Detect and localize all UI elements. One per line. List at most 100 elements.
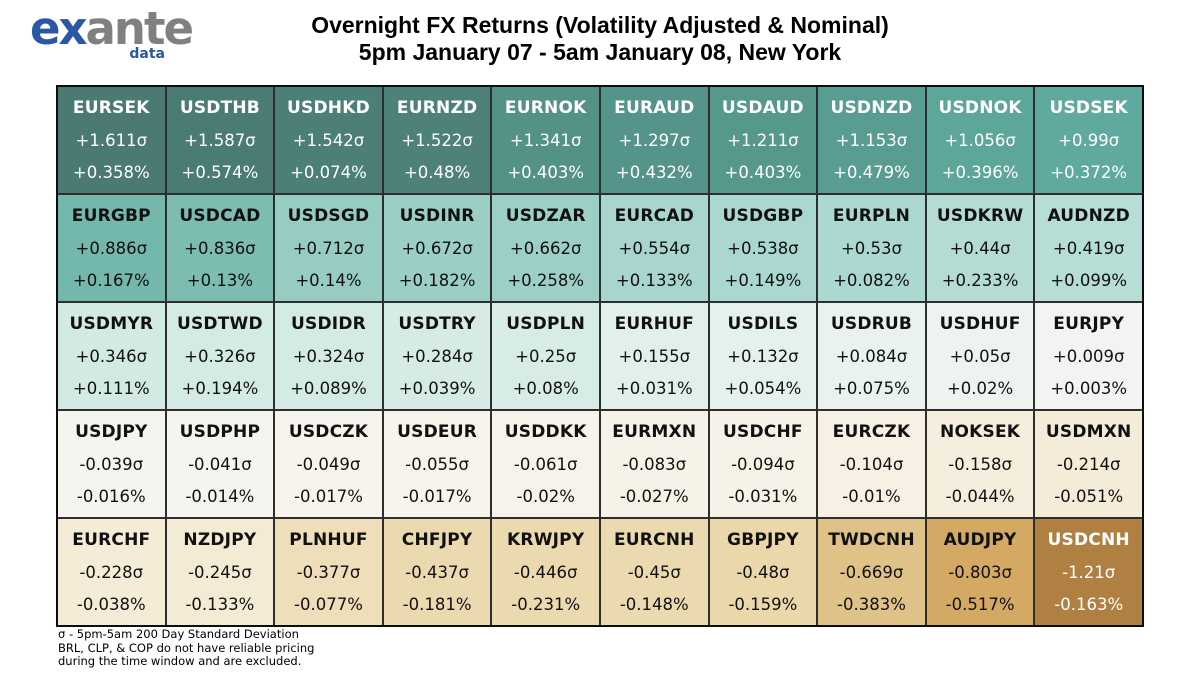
fx-pair-label: USDMXN	[1045, 422, 1132, 442]
fx-value: +1.211σ	[727, 131, 799, 150]
fx-pair-label: USDSEK	[1049, 98, 1128, 118]
fx-cell-usdidr: USDIDR +0.324σ +0.089%	[275, 303, 382, 409]
fx-value: -0.051%	[1054, 487, 1124, 506]
fx-value: -0.061σ	[513, 455, 578, 474]
fx-value: +0.182%	[398, 271, 476, 290]
fx-value: +1.542σ	[292, 131, 365, 150]
fx-cell-eurcad: EURCAD +0.554σ +0.133%	[600, 195, 708, 301]
fx-cell-eurczk: EURCZK -0.104σ -0.01%	[818, 411, 925, 517]
fx-cell-eurchf: EURCHF -0.228σ -0.038%	[58, 519, 165, 625]
fx-value: -0.02%	[516, 487, 575, 506]
fx-pair-label: NOKSEK	[940, 422, 1021, 442]
fx-pair-label: EURPLN	[832, 206, 911, 226]
fx-cell-krwjpy: KRWJPY -0.446σ -0.231%	[492, 519, 599, 625]
fx-value: +0.167%	[72, 271, 150, 290]
fx-pair-label: USDCHF	[723, 422, 803, 442]
fx-cell-usdmyr: USDMYR +0.346σ +0.111%	[58, 303, 165, 409]
fx-value: +0.25σ	[515, 347, 577, 366]
fx-value: +0.149%	[724, 271, 802, 290]
fx-value: +0.284σ	[401, 347, 473, 366]
fx-value: +1.297σ	[618, 131, 691, 150]
fx-value: +0.075%	[833, 379, 910, 398]
fx-pair-label: USDMYR	[69, 314, 154, 334]
fx-cell-eurmxn: EURMXN -0.083σ -0.027%	[600, 411, 708, 517]
fx-pair-label: EURCZK	[832, 422, 911, 442]
fx-value: +0.403%	[724, 163, 802, 182]
fx-value: +0.089%	[290, 379, 367, 398]
fx-value: +0.133%	[615, 271, 693, 290]
fx-value: +0.836σ	[184, 239, 256, 258]
fx-pair-label: EURHUF	[614, 314, 694, 334]
fx-value: +0.074%	[290, 163, 367, 182]
fx-value: +0.039%	[398, 379, 476, 398]
fx-value: +0.672σ	[401, 239, 473, 258]
fx-value: -0.377σ	[296, 563, 361, 582]
fx-pair-label: USDEUR	[397, 422, 478, 442]
fx-value: -0.159%	[728, 595, 798, 614]
fx-value: +0.396%	[941, 163, 1019, 182]
fx-cell-usdeur: USDEUR -0.055σ -0.017%	[383, 411, 491, 517]
fx-pair-label: PLNHUF	[289, 530, 368, 550]
footnote: σ - 5pm-5am 200 Day Standard Deviation B…	[58, 627, 315, 669]
fx-cell-usdsek: USDSEK +0.99σ +0.372%	[1035, 87, 1142, 193]
logo-data-sub: data	[129, 46, 165, 62]
fx-cell-usdjpy: USDJPY -0.039σ -0.016%	[58, 411, 165, 517]
fx-value: -0.077%	[294, 595, 363, 614]
fx-value: +0.111%	[72, 379, 150, 398]
fx-pair-label: EURCNH	[613, 530, 695, 550]
fx-pair-label: EURMXN	[612, 422, 697, 442]
fx-pair-label: USDHKD	[287, 98, 370, 118]
fx-value: +0.479%	[833, 163, 910, 182]
fx-cell-euraud: EURAUD +1.297σ +0.432%	[600, 87, 708, 193]
fx-value: +0.326σ	[184, 347, 256, 366]
fx-value: +0.346σ	[75, 347, 148, 366]
fx-value: +0.084σ	[835, 347, 908, 366]
fx-cell-usdils: USDILS +0.132σ +0.054%	[709, 303, 817, 409]
fx-cell-chfjpy: CHFJPY -0.437σ -0.181%	[383, 519, 491, 625]
fx-value: +1.153σ	[835, 131, 908, 150]
title-line-1: Overnight FX Returns (Volatility Adjuste…	[311, 12, 889, 38]
fx-pair-label: KRWJPY	[507, 530, 585, 550]
fx-value: +0.372%	[1050, 163, 1128, 182]
fx-value: -0.014%	[185, 487, 255, 506]
fx-pair-label: GBPJPY	[727, 530, 799, 550]
fx-value: -0.163%	[1054, 595, 1124, 614]
fx-value: +0.05σ	[949, 347, 1011, 366]
footnote-line-2: BRL, CLP, & COP do not have reliable pri…	[58, 640, 315, 655]
fx-pair-label: USDILS	[727, 314, 799, 334]
fx-value: +0.031%	[615, 379, 693, 398]
fx-pair-label: USDNOK	[938, 98, 1022, 118]
fx-cell-usdaud: USDAUD +1.211σ +0.403%	[709, 87, 817, 193]
fx-value: +0.14%	[295, 271, 362, 290]
exante-data-logo: exante data	[30, 6, 194, 62]
fx-value: -0.094σ	[731, 455, 795, 474]
fx-pair-label: USDJPY	[75, 422, 148, 442]
fx-value: +1.341σ	[509, 131, 582, 150]
fx-value: +0.13%	[186, 271, 254, 290]
fx-value: -0.017%	[294, 487, 363, 506]
fx-returns-heatmap: EURSEK +1.611σ +0.358% USDTHB +1.587σ +0.574%…	[56, 85, 1144, 627]
fx-cell-usdcnh: USDCNH -1.21σ -0.163%	[1035, 519, 1142, 625]
fx-cell-usdzar: USDZAR +0.662σ +0.258%	[492, 195, 599, 301]
fx-value: +0.099%	[1050, 271, 1128, 290]
fx-value: +0.132σ	[727, 347, 799, 366]
fx-pair-label: USDDKK	[504, 422, 587, 442]
fx-pair-label: AUDNZD	[1047, 206, 1130, 226]
fx-value: +0.08%	[512, 379, 579, 398]
fx-pair-label: EURJPY	[1053, 314, 1125, 334]
fx-value: +0.886σ	[75, 239, 148, 258]
fx-cell-eurhuf: EURHUF +0.155σ +0.031%	[600, 303, 708, 409]
fx-cell-twdcnh: TWDCNH -0.669σ -0.383%	[818, 519, 925, 625]
fx-value: -0.181%	[402, 595, 472, 614]
fx-cell-usdnzd: USDNZD +1.153σ +0.479%	[818, 87, 925, 193]
fx-pair-label: AUDJPY	[943, 530, 1017, 550]
fx-value: +0.432%	[615, 163, 693, 182]
fx-value: -0.48σ	[736, 563, 790, 582]
fx-value: -0.041σ	[188, 455, 252, 474]
fx-value: +0.155σ	[618, 347, 691, 366]
fx-value: -0.517%	[945, 595, 1015, 614]
footnote-line-3: during the time window and are excluded.	[58, 654, 302, 668]
fx-value: -0.148%	[619, 595, 689, 614]
fx-pair-label: EURGBP	[71, 206, 151, 226]
fx-cell-eursek: EURSEK +1.611σ +0.358%	[58, 87, 165, 193]
